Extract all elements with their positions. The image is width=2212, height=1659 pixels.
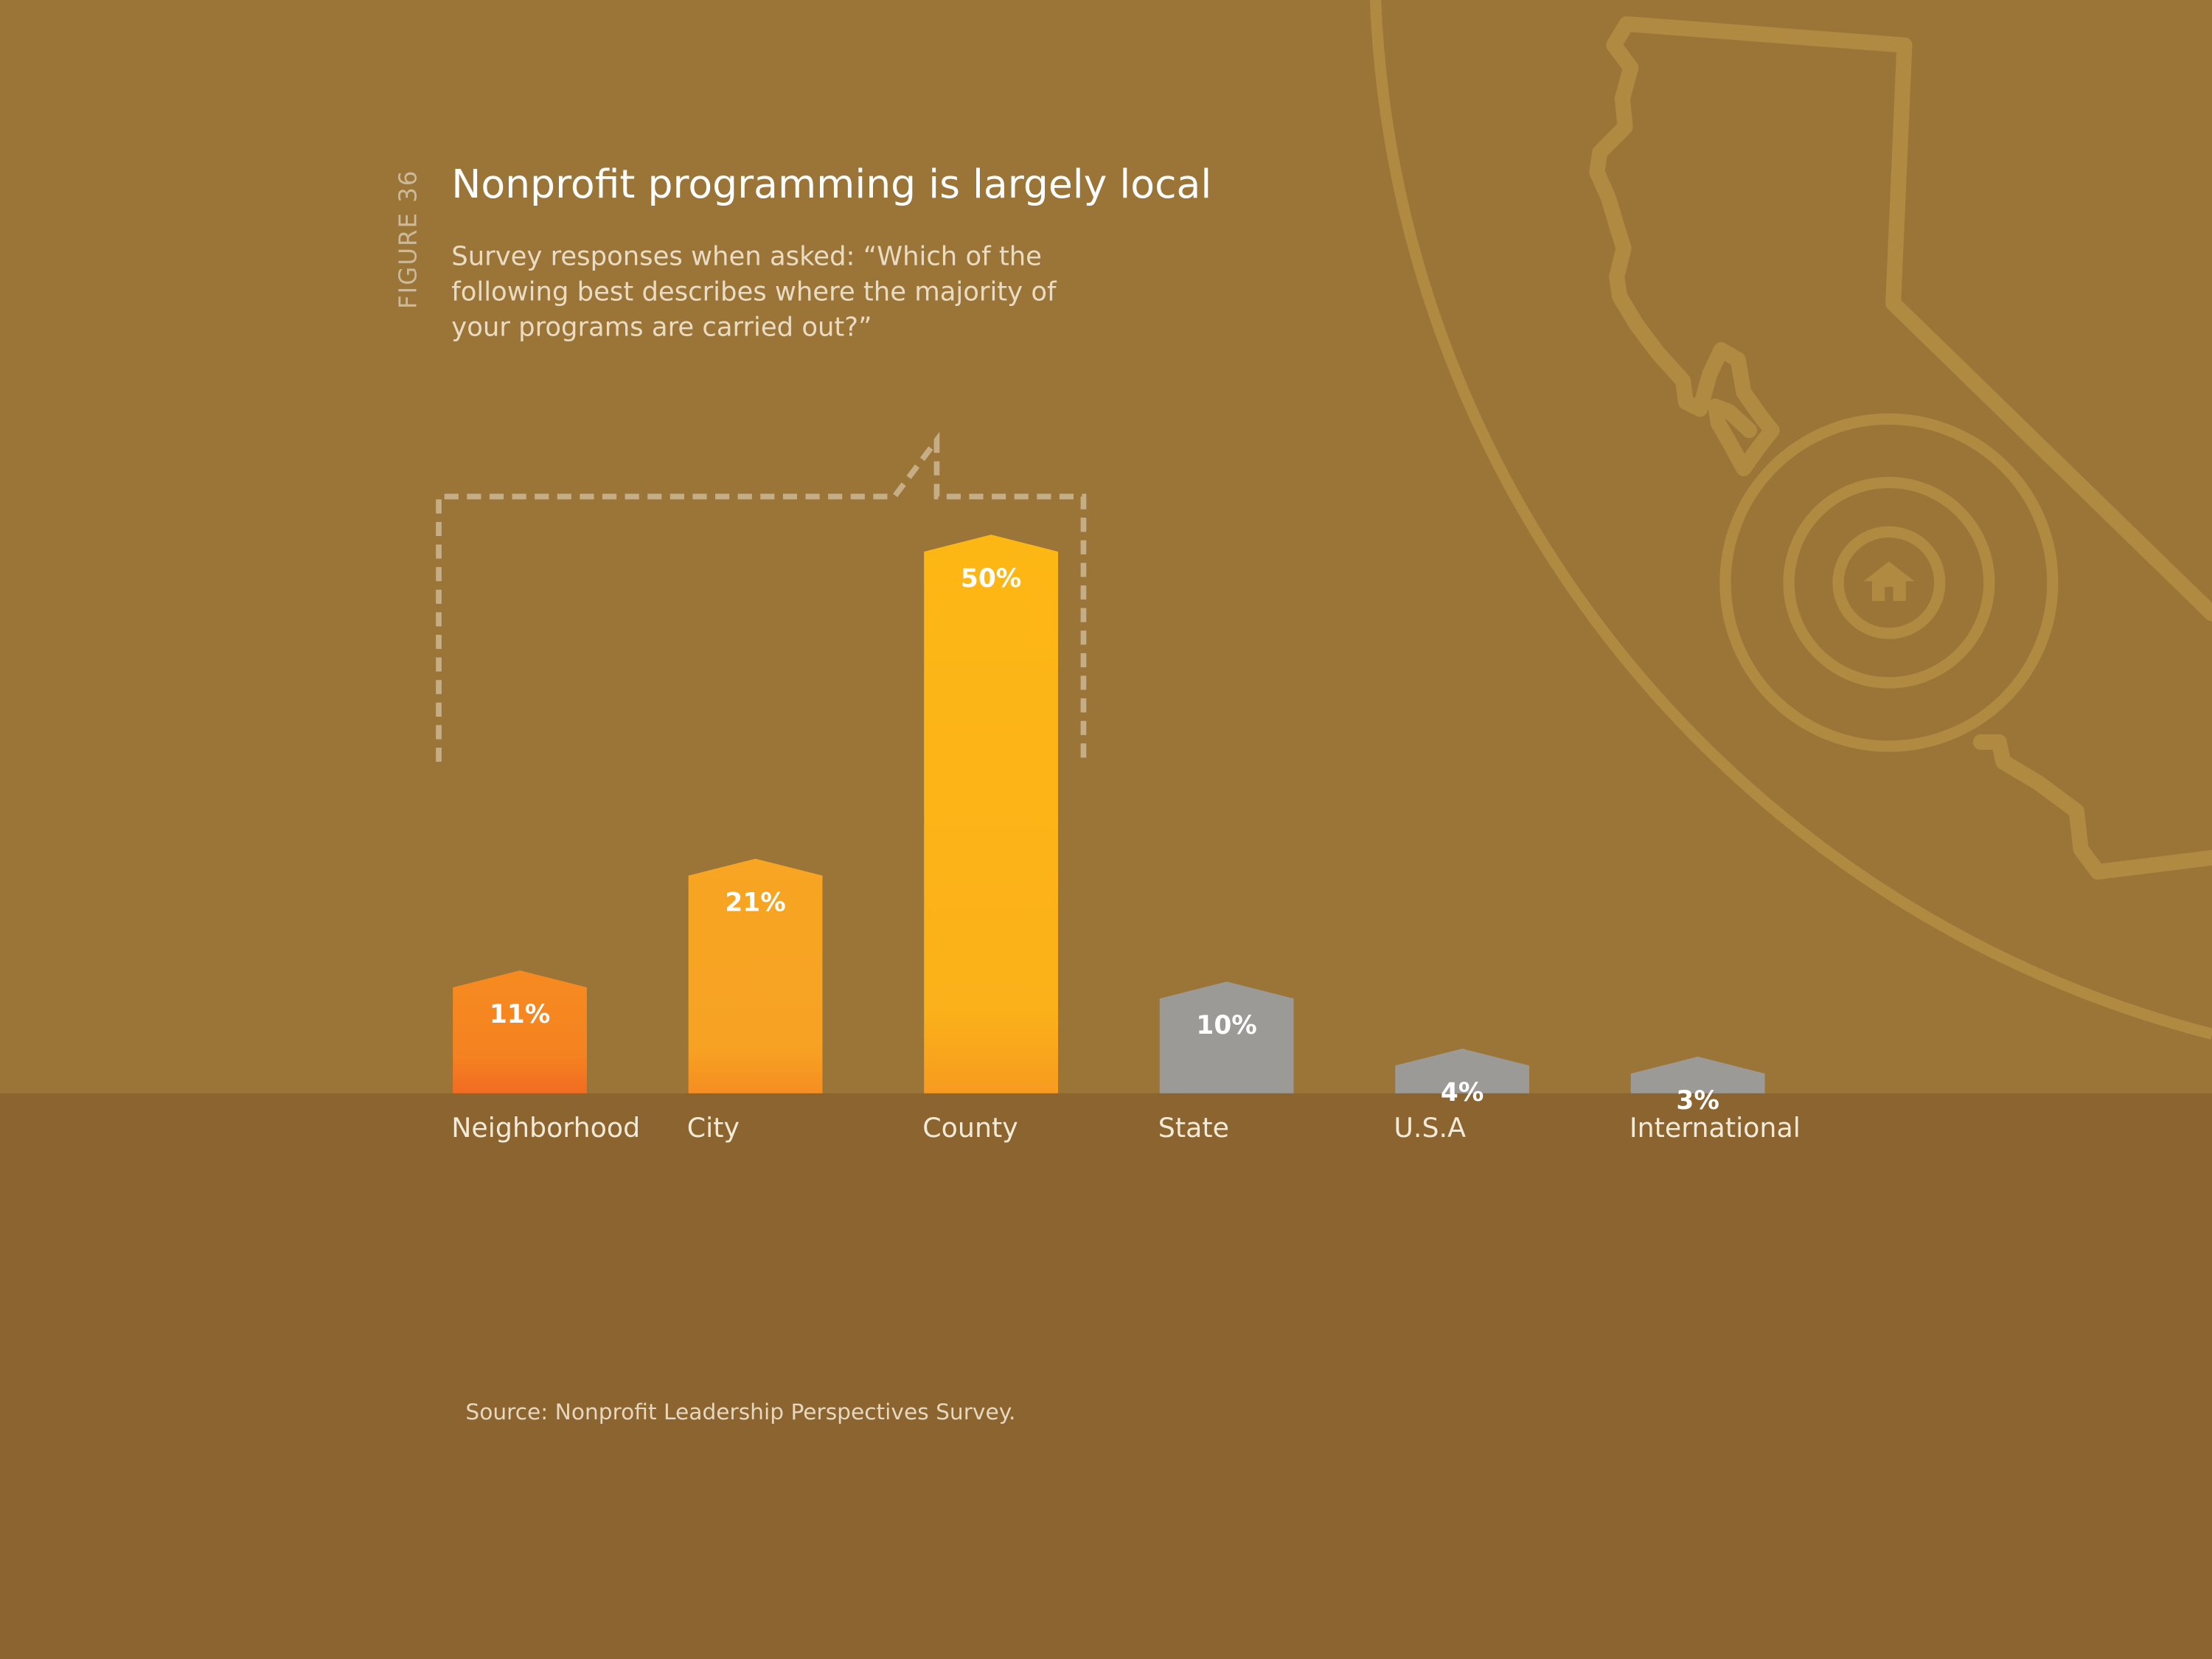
bar-value-label: 3%: [1676, 1086, 1719, 1116]
source-note: Source: Nonprofit Leadership Perspective…: [465, 1399, 1016, 1425]
chart-title: Nonprofit programming is largely local: [451, 161, 1212, 208]
top-panel: [0, 0, 2212, 1093]
california-outline-icon: [1589, 16, 2212, 880]
category-label: International: [1630, 1112, 1801, 1144]
category-labels-group: Neighborhood City County State U.S.A Internat…: [451, 1112, 1801, 1144]
local-group-bracket: [436, 431, 1087, 762]
bar-county: [924, 535, 1058, 1093]
bar-value-label: 10%: [1196, 1011, 1256, 1040]
bars-group: [453, 535, 1765, 1093]
bar-international: [1630, 1057, 1765, 1093]
category-label: Neighborhood: [451, 1112, 640, 1144]
bottom-panel: [0, 1093, 2212, 1659]
chart-subtitle: Survey responses when asked: “Which of t…: [451, 243, 1057, 343]
bar-neighborhood: [453, 970, 587, 1093]
bar-state: [1159, 981, 1294, 1093]
bar-value-label: 11%: [490, 1000, 550, 1029]
value-labels-group: 11% 21% 50% 10% 4% 3%: [490, 564, 1719, 1116]
target-icon: [1719, 413, 2059, 752]
category-label: City: [687, 1112, 740, 1144]
bar-value-label: 4%: [1441, 1078, 1484, 1107]
bar-value-label: 21%: [725, 888, 785, 917]
bar-u-s-a: [1395, 1048, 1530, 1093]
bar-value-label: 50%: [961, 564, 1021, 594]
map-circle-arc: [1369, 0, 2212, 1040]
category-label: U.S.A: [1394, 1112, 1466, 1144]
category-label: State: [1158, 1112, 1229, 1144]
bar-city: [688, 858, 823, 1093]
category-label: County: [922, 1112, 1018, 1144]
